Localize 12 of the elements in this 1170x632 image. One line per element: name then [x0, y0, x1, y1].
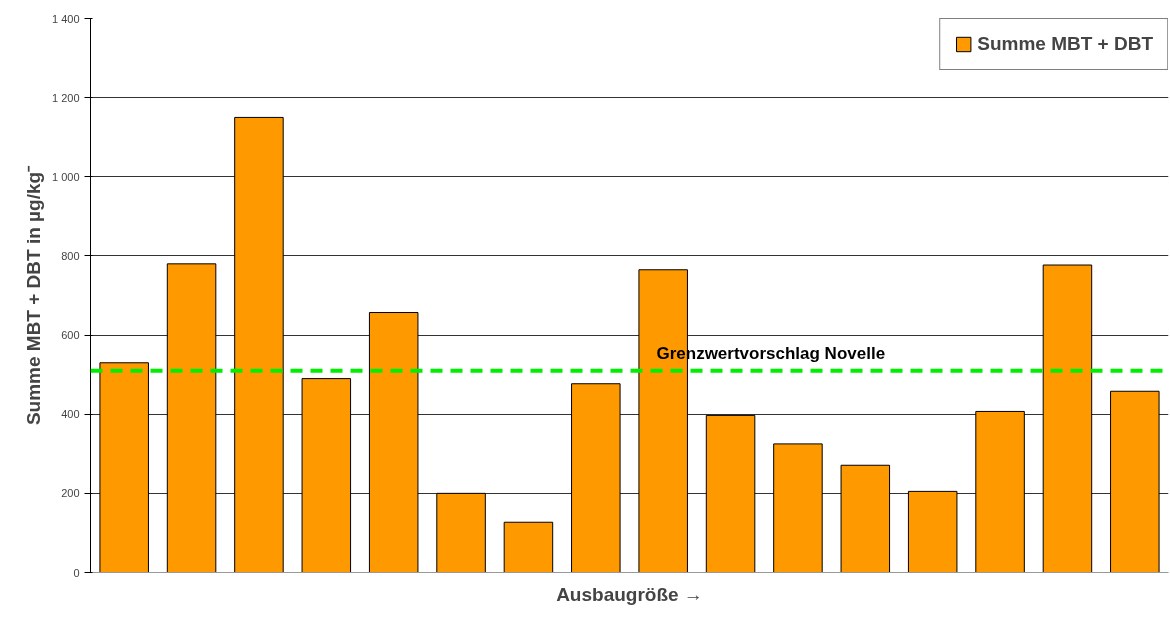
y-tick-label: 0	[73, 566, 80, 579]
y-tick-label: 800	[61, 249, 80, 262]
y-tick-label: 1 000	[51, 170, 80, 183]
y-tick-label: 600	[61, 329, 80, 342]
x-axis-title: Ausbaugröße →	[556, 583, 703, 605]
y-tick-label: 1 400	[51, 12, 80, 25]
y-tick-label: 1 200	[51, 91, 80, 104]
y-tick-label: 200	[61, 487, 80, 500]
legend-label: Summe MBT + DBT	[977, 33, 1153, 55]
bar	[503, 521, 554, 573]
y-tick-label: 400	[61, 408, 80, 421]
y-axis-title: Summe MBT + DBT in µg/kg⁻	[22, 164, 44, 426]
